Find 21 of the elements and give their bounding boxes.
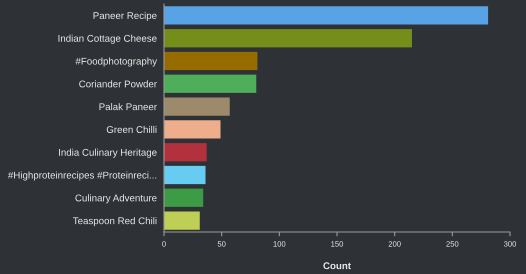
- y-tick-label: Coriander Powder: [79, 80, 157, 88]
- bar: [164, 166, 206, 184]
- y-tick-label: Palak Paneer: [99, 103, 157, 110]
- bar: [164, 6, 488, 25]
- bar: [164, 188, 204, 207]
- x-axis-title: Count: [323, 262, 351, 270]
- bar: [164, 74, 256, 93]
- bar: [164, 52, 258, 70]
- bar: [164, 97, 230, 116]
- y-tick-label: Teaspoon Red Chili: [72, 217, 156, 226]
- y-tick-label: Indian Cottage Cheese: [58, 34, 157, 44]
- bar: [164, 29, 412, 48]
- y-tick-label: Paneer Recipe: [94, 12, 157, 21]
- bar: [164, 143, 207, 162]
- y-tick-label: #Foodphotography: [75, 57, 158, 67]
- bar: [164, 211, 200, 230]
- y-tick-label: #Highproteinrecipes #Proteinreci...: [8, 171, 156, 181]
- bar: [164, 120, 221, 139]
- y-tick-label: Green Chilli: [106, 126, 156, 134]
- y-tick-label: Culinary Adventure: [75, 194, 157, 204]
- y-tick-label: India Culinary Heritage: [59, 148, 157, 158]
